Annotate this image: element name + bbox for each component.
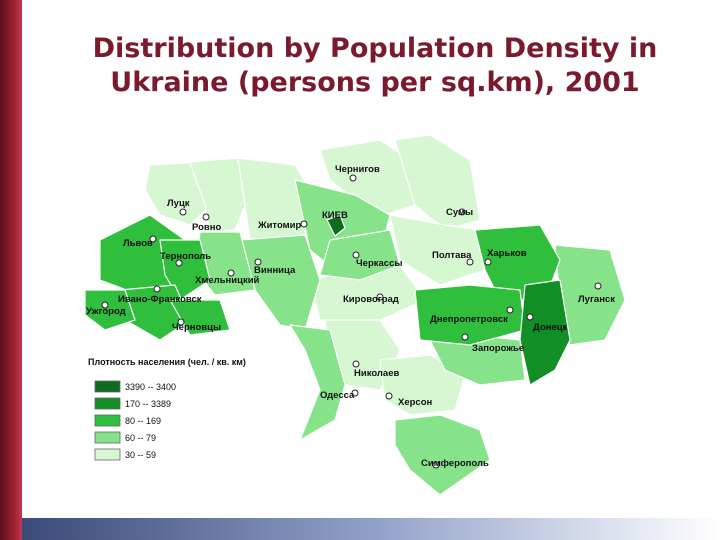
legend-label-2: 80 -- 169: [125, 416, 161, 426]
legend-swatch-0: [94, 380, 121, 393]
city-dot-zhytomyr: [300, 220, 308, 228]
legend: Плотность населения (чел. / кв. км) 3390…: [88, 357, 246, 461]
bottom-accent-bar: [22, 518, 720, 540]
city-dot-cherkasy: [352, 251, 360, 259]
city-mykolaiv: Николаев: [354, 368, 399, 379]
city-dot-kropyvnytskyi: [376, 293, 384, 301]
city-dot-chernivtsi: [177, 318, 185, 326]
city-dnipropetrovsk: Днепропетровск: [430, 314, 508, 325]
legend-items: 3390 -- 3400 170 -- 3389 80 -- 169 60 -- 79…: [94, 380, 176, 461]
city-zaporizhzhia: Запорожье: [472, 343, 524, 354]
city-kyiv: КИЕВ: [322, 210, 348, 221]
city-dot-luhansk: [594, 282, 602, 290]
legend-title: Плотность населения (чел. / кв. км): [88, 357, 246, 367]
city-dot-lviv: [149, 235, 157, 243]
region-odesa: [289, 324, 346, 441]
city-dot-ivano-frankivsk: [153, 285, 161, 293]
legend-label-1: 170 -- 3389: [125, 399, 171, 409]
city-zhytomyr: Житомир: [257, 220, 301, 231]
city-dot-khmelnytskyi: [227, 269, 235, 277]
city-kirovohrad: Кировоград: [343, 294, 399, 305]
city-chernihiv: Чернигов: [335, 164, 380, 175]
title-line-1: Distribution by Population Density in: [92, 33, 658, 64]
city-dot-vinnytsia: [254, 258, 262, 266]
region-crimea: [394, 414, 491, 496]
city-kherson: Херсон: [398, 397, 433, 408]
city-dot-chernihiv: [349, 174, 357, 182]
city-dot-rivne: [202, 213, 210, 221]
city-vinnytsia: Винница: [254, 265, 296, 276]
cities-layer: Чернигов Луцк Ровно Житомир КИЕВ Сумы Ль…: [86, 164, 615, 469]
city-cherkasy: Черкассы: [356, 258, 402, 269]
city-dot-dnipro: [506, 306, 514, 314]
title-line-2: Ukraine (persons per sq.km), 2001: [110, 67, 640, 98]
region-zakarpattia: [84, 289, 136, 331]
city-dot-poltava: [466, 258, 474, 266]
city-dot-ternopil: [175, 259, 183, 267]
legend-swatch-3: [94, 431, 121, 444]
city-donetsk: Донецк: [533, 322, 568, 333]
page-title: Distribution by Population Density in Uk…: [40, 32, 710, 100]
region-kyiv-city: [326, 214, 346, 237]
regions-layer: [84, 134, 626, 496]
legend-label-3: 60 -- 79: [125, 433, 156, 443]
city-uzhhorod: Ужгород: [86, 306, 126, 317]
city-ivano-frankivsk: Ивано-Франковск: [118, 294, 202, 305]
city-dot-sumy: [458, 208, 466, 216]
legend-label-0: 3390 -- 3400: [125, 382, 176, 392]
city-lutsk: Луцк: [167, 198, 190, 209]
city-khmelnytskyi: Хмельницкий: [195, 275, 260, 286]
city-poltava: Полтава: [432, 250, 472, 261]
region-sumy: [394, 134, 481, 231]
city-sumy: Сумы: [446, 207, 473, 218]
region-kherson: [379, 354, 466, 416]
city-luhansk: Луганск: [578, 294, 615, 305]
city-dot-kherson: [385, 392, 393, 400]
legend-label-4: 30 -- 59: [125, 450, 156, 460]
city-lviv: Львов: [123, 238, 153, 249]
city-kharkiv: Харьков: [487, 248, 527, 259]
city-ternopil: Тернополь: [160, 251, 211, 262]
legend-swatch-1: [94, 397, 121, 410]
city-dot-uzhhorod: [101, 301, 109, 309]
city-dot-kharkiv: [484, 258, 492, 266]
left-accent-bar: [0, 0, 22, 540]
region-donetsk: [519, 279, 571, 386]
region-chernihiv: [319, 139, 416, 216]
city-dot-donetsk: [526, 313, 534, 321]
city-chernivtsi: Черновцы: [172, 322, 221, 333]
city-odesa: Одесса: [320, 390, 355, 401]
city-dot-mykolaiv: [352, 360, 360, 368]
legend-swatch-2: [94, 414, 121, 427]
city-dot-simferopol: [432, 461, 440, 469]
city-dot-lutsk: [179, 208, 187, 216]
region-cherkasy: [319, 229, 401, 281]
city-dot-odesa: [351, 389, 359, 397]
city-rivne: Ровно: [192, 222, 221, 233]
city-simferopol: Симферополь: [421, 458, 489, 469]
city-dot-zaporizhzhia: [461, 333, 469, 341]
legend-swatch-4: [94, 448, 121, 461]
